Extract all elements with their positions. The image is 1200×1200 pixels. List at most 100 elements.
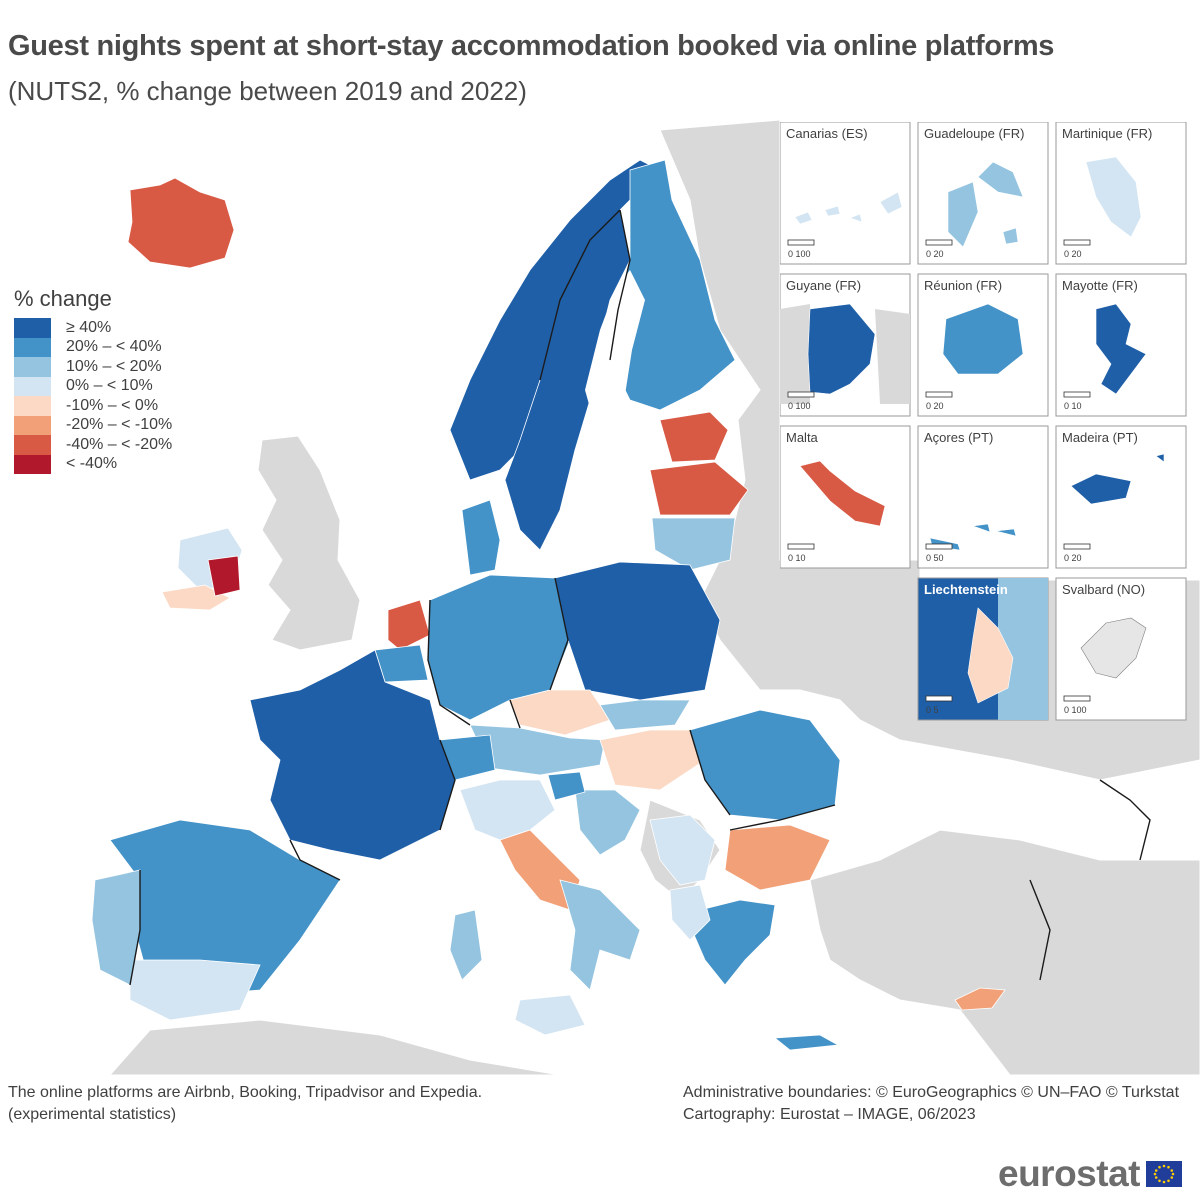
region-italy-north: [459, 779, 556, 841]
region-serbia: [649, 814, 716, 886]
credits-line-1: Administrative boundaries: © EuroGeograp…: [683, 1084, 1180, 1101]
footnote-line-2: (experimental statistics): [8, 1106, 177, 1123]
region-ireland-south: [161, 584, 231, 611]
scale-label: 0 20: [926, 401, 944, 411]
legend-label: 0% – < 10%: [66, 377, 153, 395]
region-czechia: [509, 689, 611, 736]
region-latvia: [649, 461, 749, 516]
inset-panel: Martinique (FR) 0 20: [1055, 122, 1187, 265]
legend-item: 20% – < 40%: [14, 337, 172, 357]
legend-item: -40% – < -20%: [14, 435, 172, 455]
inset-region: [929, 523, 1017, 551]
region-albania: [669, 884, 711, 941]
inset-region: [1095, 303, 1147, 395]
region-estonia: [659, 411, 729, 463]
scale-bar: [925, 543, 953, 550]
region-crete: [773, 1034, 840, 1051]
inset-background: [917, 122, 1049, 265]
region-italy-south: [559, 879, 641, 991]
choropleth-map: [91, 119, 1200, 1076]
scale-label: 0 100: [788, 401, 811, 411]
legend-item: -20% – < -10%: [14, 415, 172, 435]
scale-label: 0 10: [788, 553, 806, 563]
region-austria: [469, 724, 606, 776]
footnote-line-1: The online platforms are Airbnb, Booking…: [8, 1084, 483, 1101]
scale-bar: [787, 391, 815, 398]
scale-bar: [787, 543, 815, 550]
region-croatia: [574, 789, 641, 856]
legend-item: -10% – < 0%: [14, 396, 172, 416]
inset-title: Guadeloupe (FR): [924, 126, 1024, 141]
national-borders: [129, 209, 1151, 986]
inset-title: Madeira (PT): [1062, 430, 1138, 445]
baltic-sea: [555, 440, 650, 560]
scale-label: 0 20: [926, 249, 944, 259]
seas: [555, 270, 650, 560]
region-france: [249, 649, 456, 861]
legend-swatch: [14, 435, 52, 455]
region-bulgaria: [724, 824, 831, 891]
scale-bar: [1063, 239, 1091, 246]
region-netherlands: [387, 599, 431, 651]
inset-panel: Madeira (PT) 0 20: [1055, 425, 1187, 569]
legend-item: 10% – < 20%: [14, 357, 172, 377]
inset-region: [942, 303, 1024, 375]
data-regions: [91, 159, 1006, 1051]
inset-title: Canarias (ES): [786, 126, 868, 141]
inset-panel: Guyane (FR) 0 100: [780, 273, 911, 417]
inset-neighbour-area: [780, 304, 910, 404]
eu-flag-icon: [1145, 1161, 1182, 1187]
region-slovakia: [599, 699, 691, 731]
legend-swatch: [14, 337, 52, 357]
legend: % change ≥ 40% 20% – < 40% 10% – < 20% 0% –…: [14, 286, 172, 474]
inset-region: [1070, 453, 1165, 505]
region-cyprus: [954, 987, 1006, 1011]
legend-item: 0% – < 10%: [14, 376, 172, 396]
scale-bar: [1063, 543, 1091, 550]
credits-line-2: Cartography: Eurostat – IMAGE, 06/2023: [683, 1106, 976, 1123]
great-britain: [257, 435, 361, 651]
legend-label: -40% – < -20%: [66, 435, 173, 453]
scale-label: 0 20: [1064, 249, 1082, 259]
inset-region: [947, 161, 1024, 248]
credits: Administrative boundaries: © EuroGeograp…: [683, 1082, 1179, 1126]
inset-panel: Malta 0 10: [780, 425, 911, 569]
legend-rows: ≥ 40% 20% – < 40% 10% – < 20% 0% – < 10% -10…: [14, 318, 172, 474]
legend-label: 10% – < 20%: [66, 357, 162, 375]
inset-region: [799, 460, 886, 527]
region-denmark: [461, 499, 501, 576]
inset-panel: Réunion (FR) 0 20: [917, 273, 1049, 417]
legend-label: < -40%: [66, 455, 118, 473]
inset-title: Liechtenstein: [924, 582, 1008, 597]
region-poland: [554, 561, 721, 701]
region-hungary: [599, 729, 706, 791]
inset-title: Guyane (FR): [786, 278, 861, 293]
legend-item: ≥ 40%: [14, 318, 172, 338]
inset-title: Svalbard (NO): [1062, 582, 1145, 597]
map-title: Guest nights spent at short-stay accommo…: [8, 30, 1055, 62]
scale-label: 0 10: [1064, 401, 1082, 411]
eurostat-wordmark: eurostat: [998, 1153, 1140, 1194]
scale-bar: [1063, 695, 1091, 702]
inset-panel: Canarias (ES) 0 100: [780, 122, 911, 265]
inset-region: [807, 303, 876, 395]
turkey: [809, 829, 1200, 1076]
inset-title: Martinique (FR): [1062, 126, 1152, 141]
gulf-of-bothnia: [585, 270, 645, 420]
legend-label: ≥ 40%: [66, 318, 112, 336]
inset-title: Réunion (FR): [924, 278, 1002, 293]
inset-title: Malta: [786, 430, 819, 445]
region-spain-south: [129, 959, 261, 1021]
inset-region: [967, 607, 1014, 704]
legend-label: -10% – < 0%: [66, 396, 159, 414]
region-lithuania: [651, 517, 736, 571]
region-iceland: [127, 177, 235, 269]
legend-title: % change: [14, 286, 112, 311]
legend-label: 20% – < 40%: [66, 338, 162, 356]
scale-bar: [925, 239, 953, 246]
inset-panel: Svalbard (NO) 0 100: [1055, 577, 1187, 721]
legend-swatch: [14, 415, 52, 435]
legend-swatch: [14, 318, 52, 338]
region-sicily: [514, 994, 586, 1036]
